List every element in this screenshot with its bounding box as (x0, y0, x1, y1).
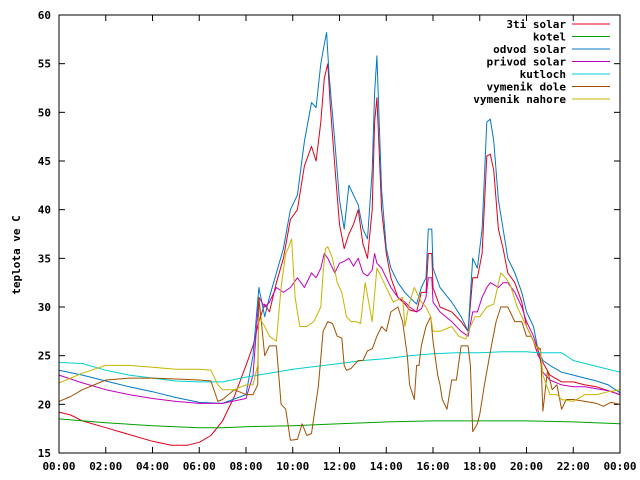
legend-label: kotel (533, 31, 566, 44)
y-tick-label: 55 (38, 58, 51, 71)
legend-label: vymenik nahore (473, 93, 566, 106)
x-tick-labels: 00:00 02:00 04:00 06:00 08:00 10:00 12:00 14:00… (42, 460, 636, 473)
series-line-1 (58, 418, 621, 429)
legend-label: vymenik dole (487, 81, 567, 94)
x-tick-label: 22:00 (557, 460, 590, 473)
plot-frame (58, 14, 621, 454)
legend-label: odvod solar (493, 43, 566, 56)
y-tick-label: 60 (38, 9, 51, 22)
legend-label: privod solar (487, 56, 567, 69)
legend-label: 3ti solar (506, 18, 566, 31)
y-tick-label: 15 (38, 447, 51, 460)
series-lines (58, 32, 621, 446)
y-tick-label: 30 (38, 301, 51, 314)
y-tick-label: 35 (38, 252, 51, 265)
x-tick-label: 08:00 (229, 460, 262, 473)
y-axis-label: teplota ve C (10, 215, 23, 294)
y-tick-label: 20 (38, 398, 51, 411)
x-tick-label: 04:00 (136, 460, 169, 473)
x-tick-label: 14:00 (370, 460, 403, 473)
x-tick-label: 00:00 (603, 460, 636, 473)
x-tick-label: 10:00 (276, 460, 309, 473)
series-line-2 (58, 32, 621, 404)
series-line-0 (58, 63, 621, 446)
x-tick-label: 12:00 (323, 460, 356, 473)
x-tick-label: 00:00 (42, 460, 75, 473)
x-tick-label: 06:00 (183, 460, 216, 473)
x-tick-label: 16:00 (416, 460, 449, 473)
y-tick-labels: 15 20 25 30 35 40 45 50 55 60 (38, 9, 51, 460)
x-tick-label: 18:00 (463, 460, 496, 473)
axis-ticks (58, 14, 621, 454)
x-tick-label: 02:00 (89, 460, 122, 473)
y-tick-label: 40 (38, 204, 51, 217)
y-tick-label: 25 (38, 350, 51, 363)
legend-label: kutloch (520, 68, 566, 81)
series-line-3 (58, 253, 621, 404)
y-tick-label: 50 (38, 106, 51, 119)
series-line-6 (58, 238, 621, 402)
series-line-5 (58, 296, 621, 441)
y-tick-label: 45 (38, 155, 51, 168)
x-tick-label: 20:00 (510, 460, 543, 473)
